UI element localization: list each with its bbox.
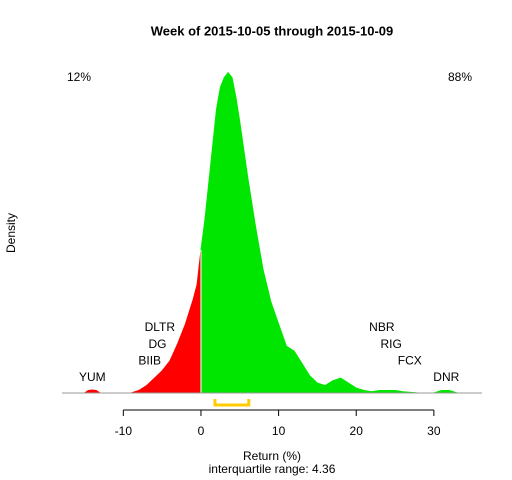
stock-label: DLTR (145, 320, 176, 334)
stock-label: NBR (369, 320, 395, 334)
iqr-bracket (213, 399, 251, 407)
stock-label: DNR (433, 370, 459, 384)
density-area (82, 250, 202, 394)
x-tick-label: 0 (198, 424, 205, 438)
chart-title: Week of 2015-10-05 through 2015-10-09 (151, 23, 394, 38)
density-area (200, 71, 458, 394)
x-tick-label: 30 (427, 424, 441, 438)
subtitle: interquartile range: 4.36 (209, 462, 336, 476)
share-right: 88% (448, 70, 472, 84)
y-axis-label: Density (4, 213, 18, 253)
x-tick-label: 10 (272, 424, 286, 438)
stock-label: DG (148, 337, 166, 351)
stock-label: BIIB (138, 353, 161, 367)
stock-label: YUM (79, 370, 106, 384)
share-left: 12% (67, 70, 91, 84)
stock-label: FCX (398, 353, 422, 367)
x-tick-label: -10 (115, 424, 133, 438)
x-axis-label: Return (%) (243, 449, 301, 463)
x-tick-label: 20 (350, 424, 364, 438)
stock-label: RIG (380, 337, 401, 351)
